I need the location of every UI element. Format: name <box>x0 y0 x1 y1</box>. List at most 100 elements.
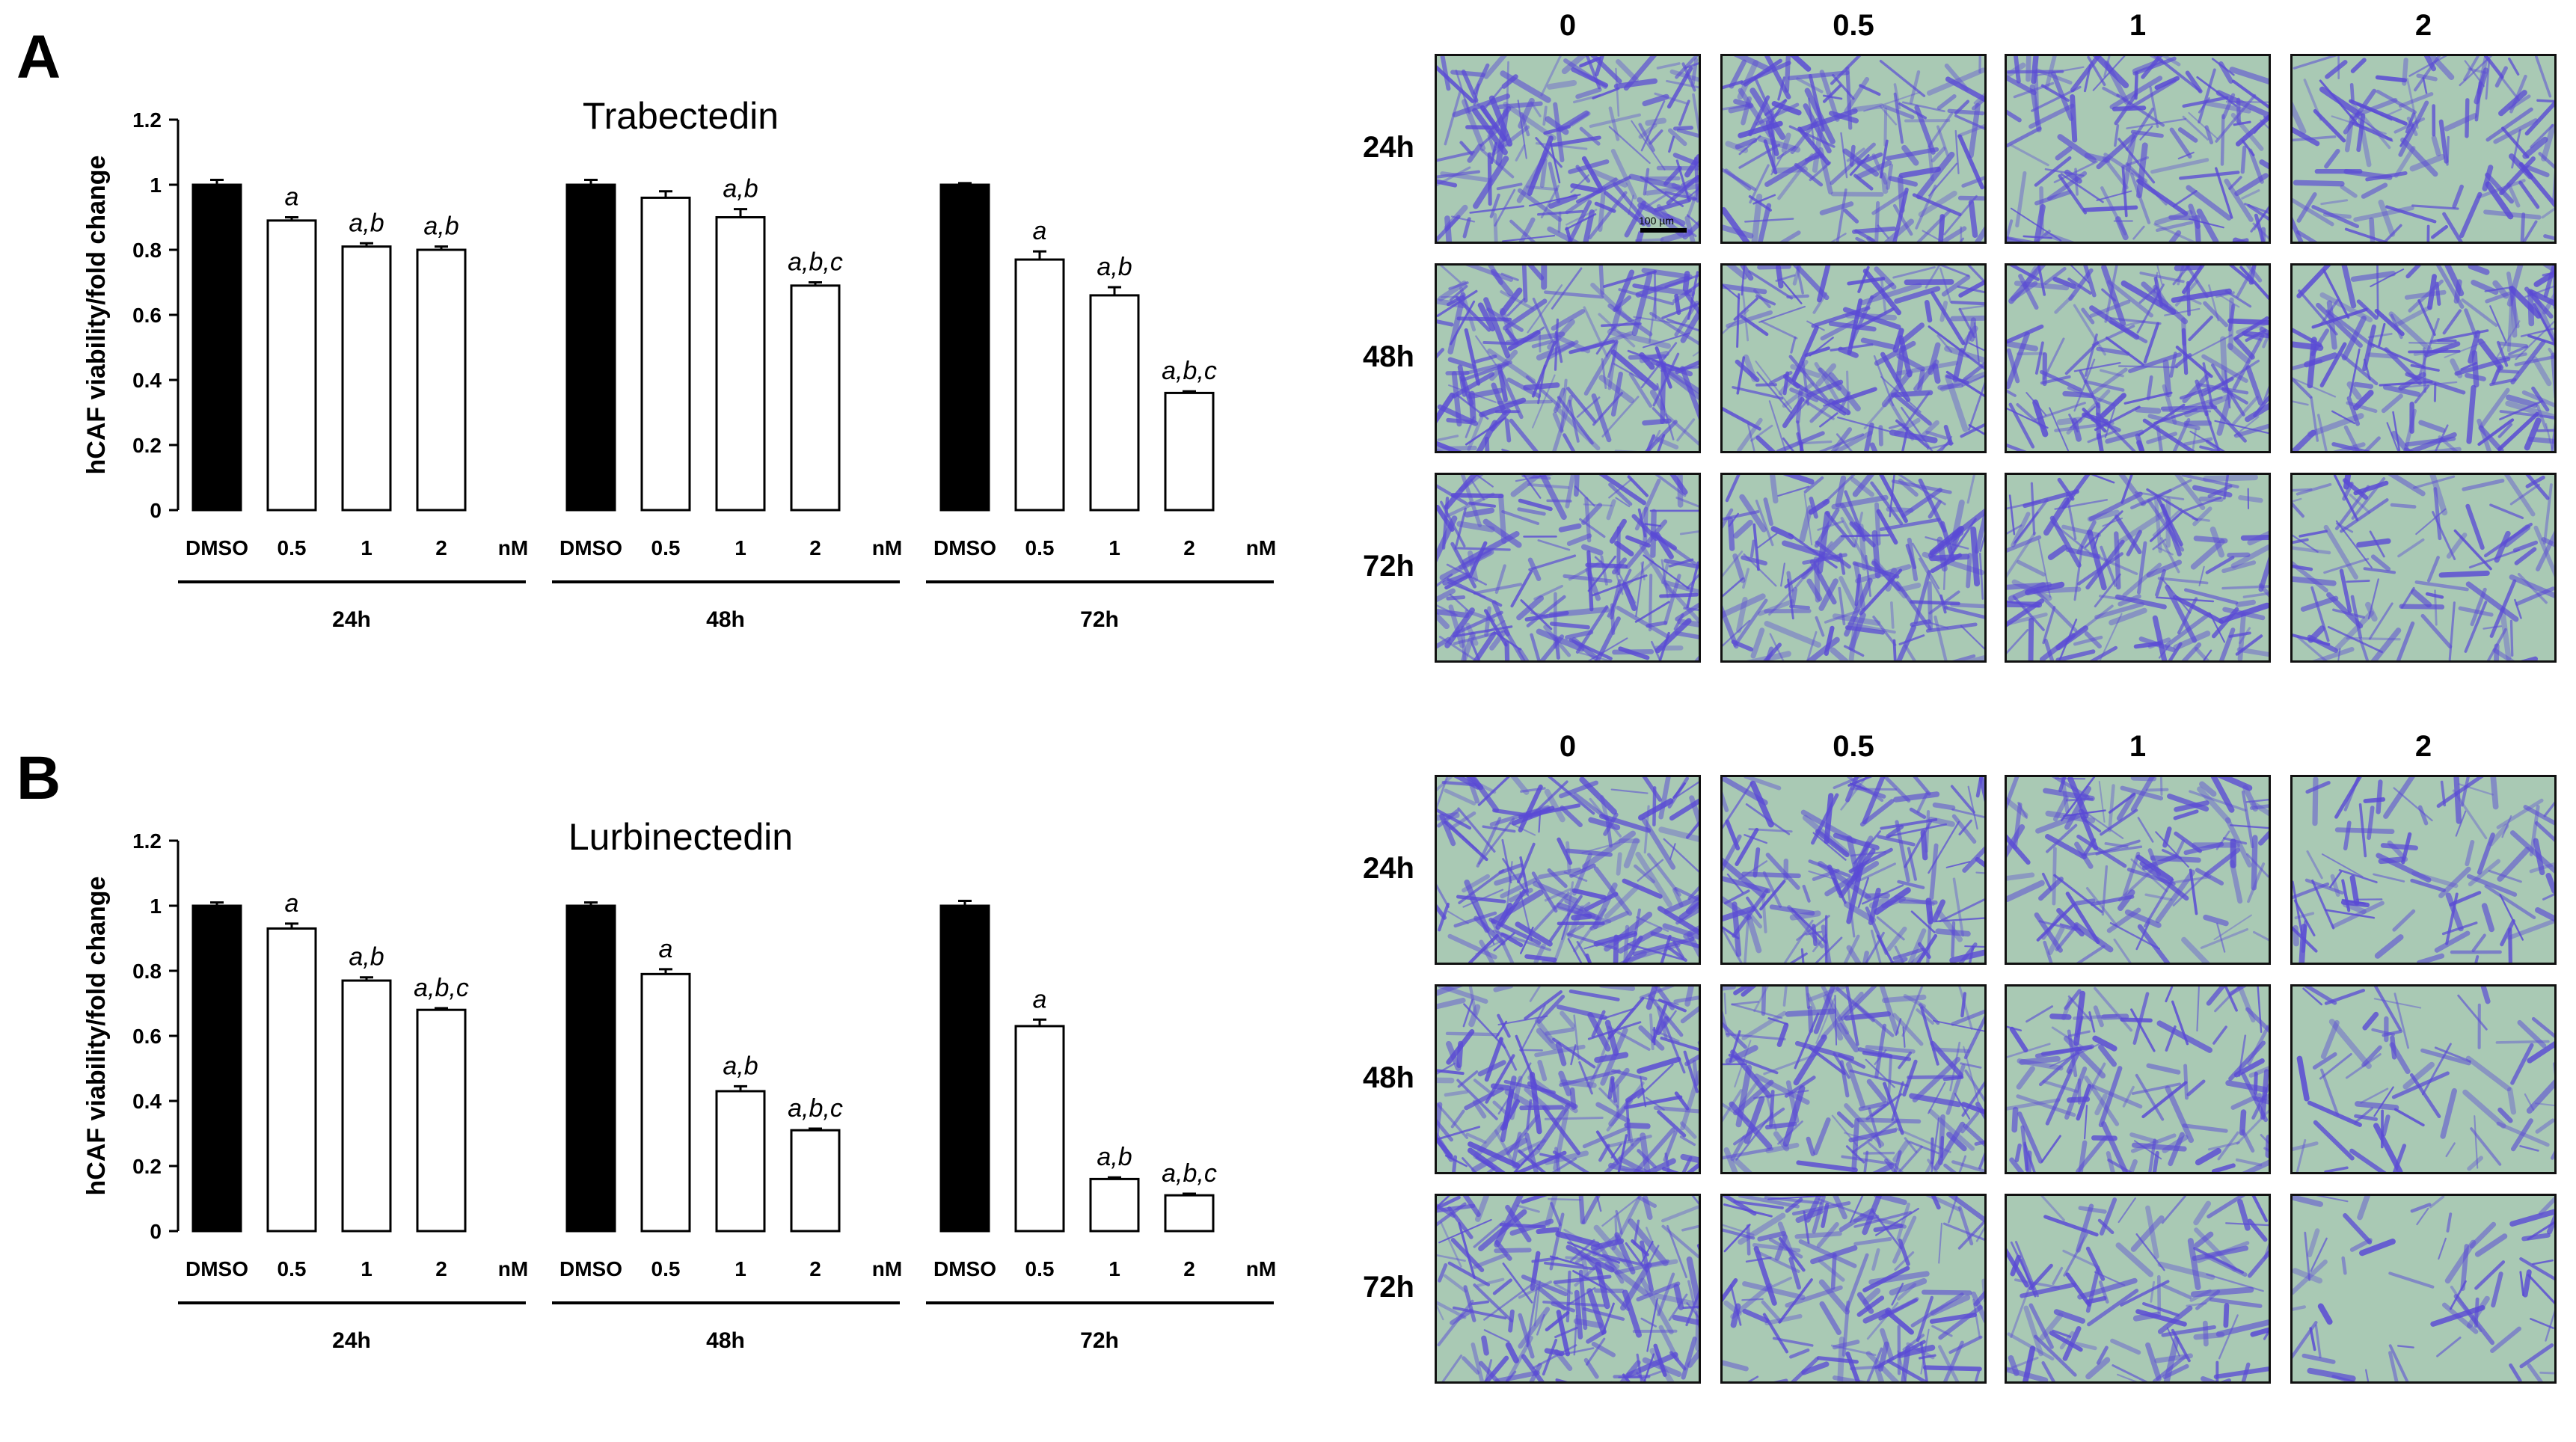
micrograph-image <box>1435 1194 1701 1384</box>
micrograph-column-label: 1 <box>2129 9 2147 42</box>
x-tick-label: 1 <box>361 536 372 559</box>
micrograph-column-label: 0.5 <box>1833 730 1874 763</box>
cell-stain-texture <box>2293 56 2554 242</box>
panel-letter: B <box>16 744 61 812</box>
micrograph-grid-a: 0 0.5 1 2 24h 100 µm 48h 72h <box>1346 0 2576 721</box>
cell-stain-texture <box>2293 266 2554 451</box>
y-tick-label: 0.4 <box>132 369 162 392</box>
bar <box>1014 1025 1065 1233</box>
micrograph-row-label: 72h <box>1363 550 1414 583</box>
group-label: 48h <box>706 1328 745 1353</box>
micrograph-image <box>2290 984 2557 1174</box>
cell-stain-texture <box>2293 777 2554 963</box>
cell-stain-texture <box>1437 56 1699 242</box>
bar <box>191 904 242 1233</box>
bar <box>1164 391 1215 512</box>
y-tick-label: 0.6 <box>132 304 162 327</box>
x-tick-label: 1 <box>735 536 746 559</box>
y-tick-label: 1.2 <box>132 829 162 853</box>
micrograph-row-label: 48h <box>1363 340 1414 373</box>
bar <box>416 1008 467 1233</box>
micrograph-grid-b: 0 0.5 1 2 24h 48h 72h <box>1346 721 2576 1442</box>
y-tick-label: 1 <box>150 174 162 197</box>
unit-label: nM <box>498 1257 528 1280</box>
x-tick-label: DMSO <box>933 1257 996 1280</box>
scale-bar-label: 100 µm <box>1639 215 1674 227</box>
bar <box>1089 1177 1140 1233</box>
bar <box>191 183 242 512</box>
bar <box>715 216 766 512</box>
x-tick-label: 0.5 <box>277 1257 307 1280</box>
bar <box>640 196 691 512</box>
cell-stain-texture <box>1437 1196 1699 1381</box>
y-tick-label: 0 <box>150 1220 162 1243</box>
bar <box>939 183 990 512</box>
significance-label: a,b <box>723 175 758 203</box>
bar <box>939 904 990 1233</box>
micrograph-image <box>1720 775 1987 965</box>
x-tick-label: 2 <box>809 1257 821 1280</box>
y-tick-label: 0.2 <box>132 1155 162 1178</box>
x-tick-label: DMSO <box>933 536 996 559</box>
cell-stain-texture <box>2007 266 2269 451</box>
y-tick-label: 0.6 <box>132 1025 162 1048</box>
chart-title: Trabectedin <box>583 95 779 137</box>
x-tick-label: 0.5 <box>651 1257 681 1280</box>
x-tick-label: 1 <box>1108 1257 1120 1280</box>
cell-stain-texture <box>2007 987 2269 1172</box>
significance-label: a,b,c <box>788 248 843 277</box>
significance-label: a <box>1033 217 1047 245</box>
y-tick-label: 0.8 <box>132 239 162 262</box>
group-label: 24h <box>332 607 371 632</box>
significance-label: a,b,c <box>1162 357 1217 385</box>
cell-stain-texture <box>1437 987 1699 1172</box>
micrograph-row-label: 24h <box>1363 852 1414 885</box>
bar <box>1164 1194 1215 1233</box>
bar <box>565 904 616 1233</box>
x-tick-label: 2 <box>1183 1257 1195 1280</box>
x-tick-label: 1 <box>735 1257 746 1280</box>
scale-bar <box>1640 228 1687 233</box>
y-tick-label: 0.8 <box>132 960 162 983</box>
cell-stain-texture <box>2007 1196 2269 1381</box>
x-tick-label: 0.5 <box>651 536 681 559</box>
significance-label: a,b <box>1097 253 1132 281</box>
bar <box>640 972 691 1233</box>
significance-label: a,b,c <box>1162 1159 1217 1188</box>
bar-chart-trabectedin: Trabectedin hCAF viability/fold change 0 0.… <box>82 95 1276 632</box>
micrograph-image <box>1435 263 1701 453</box>
bar <box>565 183 616 512</box>
micrograph-image <box>1435 984 1701 1174</box>
bar <box>1014 258 1065 512</box>
cell-stain-texture <box>1723 987 1984 1172</box>
cell-stain-texture <box>1723 266 1984 451</box>
bar <box>790 1129 841 1233</box>
group-label: 48h <box>706 607 745 632</box>
significance-label: a <box>285 889 299 918</box>
micrograph-row-label: 48h <box>1363 1061 1414 1094</box>
cell-stain-texture <box>2293 475 2554 660</box>
micrograph-column-label: 0.5 <box>1833 9 1874 42</box>
micrograph-image <box>1720 473 1987 663</box>
x-tick-label: 0.5 <box>1025 1257 1055 1280</box>
significance-label: a <box>659 935 673 963</box>
bar <box>416 248 467 512</box>
y-tick-label: 0 <box>150 499 162 522</box>
x-tick-label: DMSO <box>185 536 248 559</box>
micrograph-image <box>1720 984 1987 1174</box>
micrograph-image <box>1720 263 1987 453</box>
bar-chart-lurbinectedin: Lurbinectedin hCAF viability/fold change 0… <box>82 816 1276 1353</box>
chart-title: Lurbinectedin <box>568 816 793 858</box>
significance-label: a,b <box>423 212 459 241</box>
unit-label: nM <box>498 536 528 559</box>
micrograph-image <box>2290 263 2557 453</box>
micrograph-image: 100 µm <box>1435 54 1701 244</box>
bar <box>715 1090 766 1233</box>
unit-label: nM <box>872 1257 902 1280</box>
group-label: 72h <box>1080 607 1119 632</box>
micrograph-image <box>1435 473 1701 663</box>
unit-label: nM <box>872 536 902 559</box>
micrograph-image <box>1435 775 1701 965</box>
micrograph-column-label: 1 <box>2129 730 2147 763</box>
